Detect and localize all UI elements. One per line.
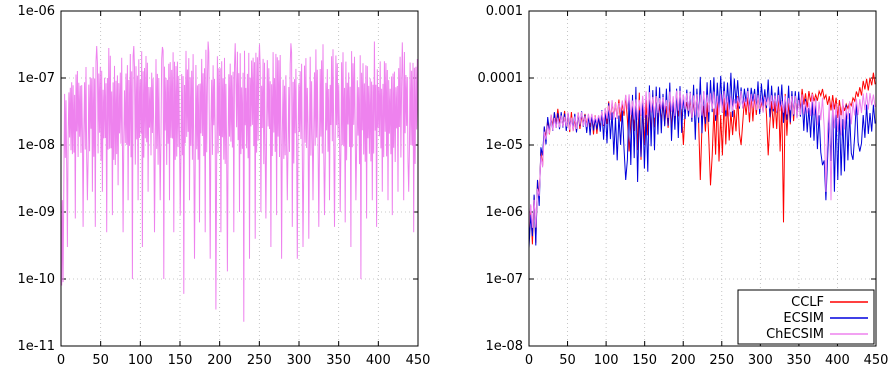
series-line-checsim bbox=[529, 90, 876, 229]
x-tick-label: 100 bbox=[594, 353, 619, 368]
x-tick-label: 150 bbox=[168, 353, 193, 368]
legend-label-checsim: ChECSIM bbox=[766, 327, 824, 342]
x-tick-label: 450 bbox=[406, 353, 431, 368]
y-tick-label: 1e-08 bbox=[17, 138, 55, 153]
y-tick-label: 0.0001 bbox=[478, 71, 524, 86]
y-tick-label: 1e-07 bbox=[17, 71, 55, 86]
legend-label-cclf: CCLF bbox=[791, 295, 824, 310]
x-tick-label: 200 bbox=[671, 353, 696, 368]
x-tick-label: 50 bbox=[92, 353, 109, 368]
series-group bbox=[529, 72, 876, 249]
plot-frame bbox=[528, 10, 877, 347]
x-tick-label: 350 bbox=[326, 353, 351, 368]
x-tick-label: 400 bbox=[825, 353, 850, 368]
x-tick-label: 0 bbox=[525, 353, 533, 368]
series-group bbox=[61, 41, 418, 322]
right-plot-panel: 0 50 100 150 200 250 300 350 400 450 1e-08 1e-07 1e-… bbox=[478, 4, 888, 368]
x-tick-label: 300 bbox=[748, 353, 773, 368]
y-tick-label: 0.001 bbox=[486, 4, 523, 19]
x-tick-label: 250 bbox=[709, 353, 734, 368]
y-tick-label: 1e-07 bbox=[485, 272, 523, 287]
y-tick-label: 1e-06 bbox=[17, 4, 55, 19]
x-tick-label: 450 bbox=[864, 353, 888, 368]
x-tick-label: 150 bbox=[632, 353, 657, 368]
y-tick-label: 1e-10 bbox=[17, 272, 55, 287]
plot-frame bbox=[60, 10, 419, 347]
x-tick-label: 100 bbox=[128, 353, 153, 368]
x-tick-label: 250 bbox=[247, 353, 272, 368]
left-plot-panel: 0 50 100 150 200 250 300 350 400 450 1e-11 1e-10 1e-… bbox=[17, 4, 430, 368]
x-tick-label: 300 bbox=[287, 353, 312, 368]
y-tick-label: 1e-05 bbox=[485, 138, 523, 153]
y-tick-label: 1e-08 bbox=[485, 339, 523, 354]
grid bbox=[528, 10, 877, 347]
y-tick-label: 1e-11 bbox=[17, 339, 55, 354]
series-line bbox=[61, 41, 418, 322]
x-tick-label: 400 bbox=[366, 353, 391, 368]
legend-label-ecsim: ECSIM bbox=[783, 311, 824, 326]
y-tick-label: 1e-06 bbox=[485, 205, 523, 220]
x-tick-label: 50 bbox=[559, 353, 576, 368]
x-tick-label: 0 bbox=[57, 353, 65, 368]
series-line-ecsim bbox=[529, 72, 876, 249]
x-tick-label: 350 bbox=[786, 353, 811, 368]
x-tick-label: 200 bbox=[207, 353, 232, 368]
series-line-cclf bbox=[529, 72, 876, 245]
legend-box bbox=[737, 289, 875, 345]
y-tick-label: 1e-09 bbox=[17, 205, 55, 220]
